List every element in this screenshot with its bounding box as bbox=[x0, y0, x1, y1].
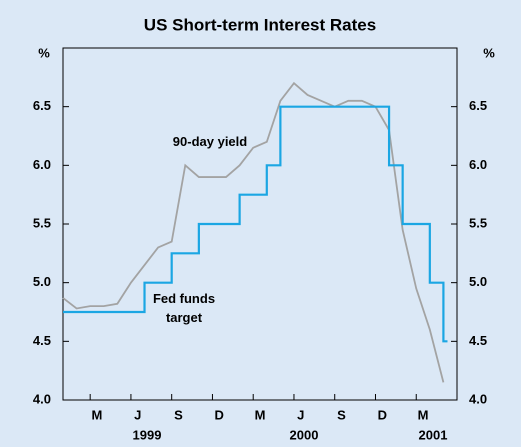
x-tick-label: J bbox=[297, 407, 304, 422]
y-tick-label: 5.0 bbox=[33, 274, 51, 289]
y-unit-left: % bbox=[38, 45, 50, 60]
y-tick-label: 5.5 bbox=[33, 215, 51, 230]
year-label: 2000 bbox=[290, 427, 319, 442]
y2-tick-label: 5.5 bbox=[469, 215, 487, 230]
y-tick-label: 4.0 bbox=[33, 391, 51, 406]
plot-frame bbox=[62, 47, 458, 401]
y-tick-label: 6.0 bbox=[33, 157, 51, 172]
y-tick-label: 6.5 bbox=[33, 98, 51, 113]
x-tick-label: S bbox=[174, 407, 183, 422]
x-tick-label: J bbox=[134, 407, 141, 422]
annotation-yield: 90-day yield bbox=[172, 134, 248, 149]
y2-tick-label: 4.0 bbox=[469, 391, 487, 406]
y2-tick-label: 5.0 bbox=[469, 274, 487, 289]
chart-title: US Short-term Interest Rates bbox=[144, 15, 376, 34]
x-tick-label: M bbox=[92, 407, 103, 422]
annotation-fed: Fed funds target bbox=[152, 291, 216, 325]
y-unit-right: % bbox=[483, 45, 495, 60]
x-tick-label: S bbox=[337, 407, 346, 422]
y2-tick-label: 4.5 bbox=[469, 333, 487, 348]
x-tick-label: D bbox=[378, 407, 387, 422]
y-tick-label: 4.5 bbox=[33, 333, 51, 348]
x-tick-label: M bbox=[255, 407, 266, 422]
y2-tick-label: 6.0 bbox=[469, 157, 487, 172]
series-line bbox=[63, 105, 448, 343]
y2-tick-label: 6.5 bbox=[469, 98, 487, 113]
year-label: 2001 bbox=[419, 427, 448, 442]
series-line bbox=[62, 81, 445, 383]
year-label: 1999 bbox=[133, 427, 162, 442]
x-tick-label: D bbox=[215, 407, 224, 422]
x-tick-label: M bbox=[418, 407, 429, 422]
